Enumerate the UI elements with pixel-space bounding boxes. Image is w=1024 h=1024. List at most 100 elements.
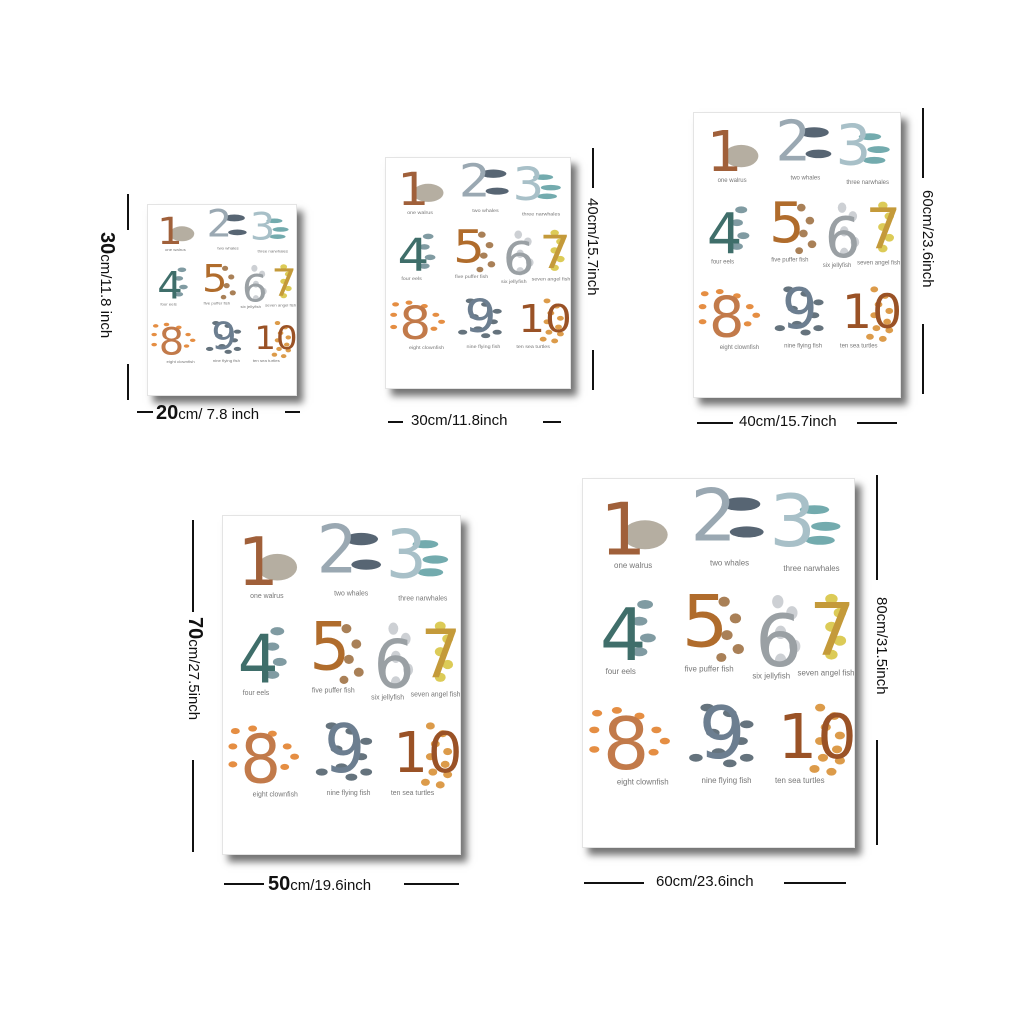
width-dimension-label: 40cm/15.7inch bbox=[739, 413, 837, 430]
animal-illustration bbox=[315, 768, 328, 776]
animal-illustration bbox=[799, 127, 829, 138]
numeral: 8 bbox=[603, 702, 650, 786]
height-dimension-line-bottom bbox=[876, 740, 878, 845]
caption: four eels bbox=[243, 690, 270, 697]
animal-illustration bbox=[700, 291, 709, 297]
numeral: 1 bbox=[157, 210, 183, 253]
animal-illustration bbox=[800, 329, 811, 336]
animal-illustration bbox=[344, 532, 379, 546]
animal-illustration bbox=[269, 234, 286, 239]
animal-illustration bbox=[556, 255, 565, 263]
animal-illustration bbox=[215, 333, 223, 338]
animal-illustration bbox=[248, 725, 258, 732]
animal-illustration bbox=[730, 219, 743, 227]
animal-illustration bbox=[285, 335, 292, 340]
numeral: 6 bbox=[755, 599, 802, 683]
caption: five puffer fish bbox=[312, 688, 355, 695]
caption: six jellyfish bbox=[371, 694, 404, 701]
animal-illustration bbox=[783, 286, 794, 293]
animal-illustration bbox=[556, 238, 565, 245]
animal-illustration bbox=[330, 745, 343, 753]
animal-illustration bbox=[420, 778, 430, 786]
animal-illustration bbox=[169, 226, 195, 242]
numeral: 5 bbox=[309, 609, 350, 686]
numeral: 8 bbox=[399, 298, 431, 350]
animal-illustration bbox=[345, 727, 358, 735]
animal-illustration bbox=[473, 326, 483, 332]
numeral: 7 bbox=[866, 197, 900, 262]
caption: two whales bbox=[334, 590, 369, 597]
height-dimension-label: 40cm/15.7inch bbox=[584, 198, 601, 296]
animal-illustration bbox=[390, 650, 401, 663]
animal-illustration bbox=[729, 526, 764, 538]
animal-illustration bbox=[280, 278, 288, 284]
poster-20x30: 1 one walrus 2 two whales 3 three narwhales 4 f… bbox=[147, 204, 297, 396]
animal-illustration bbox=[405, 300, 413, 305]
chart-item-9: 9 nine flying fish bbox=[774, 277, 824, 350]
animal-illustration bbox=[280, 763, 290, 771]
animal-illustration bbox=[412, 183, 444, 202]
caption: eight clownfish bbox=[617, 778, 669, 787]
caption: one walrus bbox=[718, 178, 747, 184]
caption: two whales bbox=[791, 176, 821, 182]
numeral: 7 bbox=[539, 227, 570, 279]
animal-illustration bbox=[881, 292, 889, 299]
caption: six jellyfish bbox=[501, 279, 527, 285]
animal-illustration bbox=[282, 743, 292, 750]
animal-illustration bbox=[222, 265, 229, 271]
animal-illustration bbox=[795, 247, 804, 255]
animal-illustration bbox=[360, 737, 373, 745]
animal-illustration bbox=[440, 760, 450, 768]
animal-illustration bbox=[390, 324, 398, 330]
animal-illustration bbox=[799, 229, 808, 238]
caption: four eels bbox=[606, 667, 636, 676]
animal-illustration bbox=[839, 247, 849, 259]
animal-illustration bbox=[430, 326, 438, 331]
animal-illustration bbox=[485, 241, 494, 249]
animal-illustration bbox=[252, 280, 259, 288]
animal-illustration bbox=[850, 236, 860, 248]
animal-illustration bbox=[537, 193, 557, 200]
caption: three narwhales bbox=[522, 212, 561, 218]
animal-illustration bbox=[872, 325, 881, 332]
animal-illustration bbox=[422, 555, 449, 564]
animal-illustration bbox=[418, 263, 430, 269]
animal-illustration bbox=[723, 709, 737, 718]
caption: two whales bbox=[472, 208, 499, 214]
caption: one walrus bbox=[614, 561, 652, 570]
caption: ten sea turtles bbox=[516, 344, 550, 350]
animal-illustration bbox=[622, 520, 668, 550]
animal-illustration bbox=[481, 333, 491, 339]
animal-illustration bbox=[176, 325, 182, 330]
animal-illustration bbox=[392, 302, 400, 307]
animal-illustration bbox=[259, 270, 266, 278]
animal-illustration bbox=[285, 348, 292, 353]
animal-illustration bbox=[260, 287, 267, 295]
animal-illustration bbox=[772, 594, 784, 609]
animal-illustration bbox=[435, 781, 445, 789]
animal-illustration bbox=[866, 333, 874, 340]
animal-illustration bbox=[265, 642, 280, 651]
animal-illustration bbox=[634, 712, 645, 720]
numeral: 6 bbox=[242, 268, 268, 311]
animal-illustration bbox=[481, 301, 491, 307]
numeral: 3 bbox=[386, 516, 427, 593]
height-dimension-label: 60cm/23.6inch bbox=[919, 190, 936, 288]
caption: four eels bbox=[160, 302, 176, 307]
animal-illustration bbox=[735, 206, 748, 214]
animal-illustration bbox=[251, 264, 258, 272]
animal-illustration bbox=[270, 627, 285, 636]
animal-illustration bbox=[339, 675, 349, 684]
numeral: 2 bbox=[317, 516, 358, 589]
chart-item-10: 10 ten sea turtles bbox=[391, 721, 460, 797]
